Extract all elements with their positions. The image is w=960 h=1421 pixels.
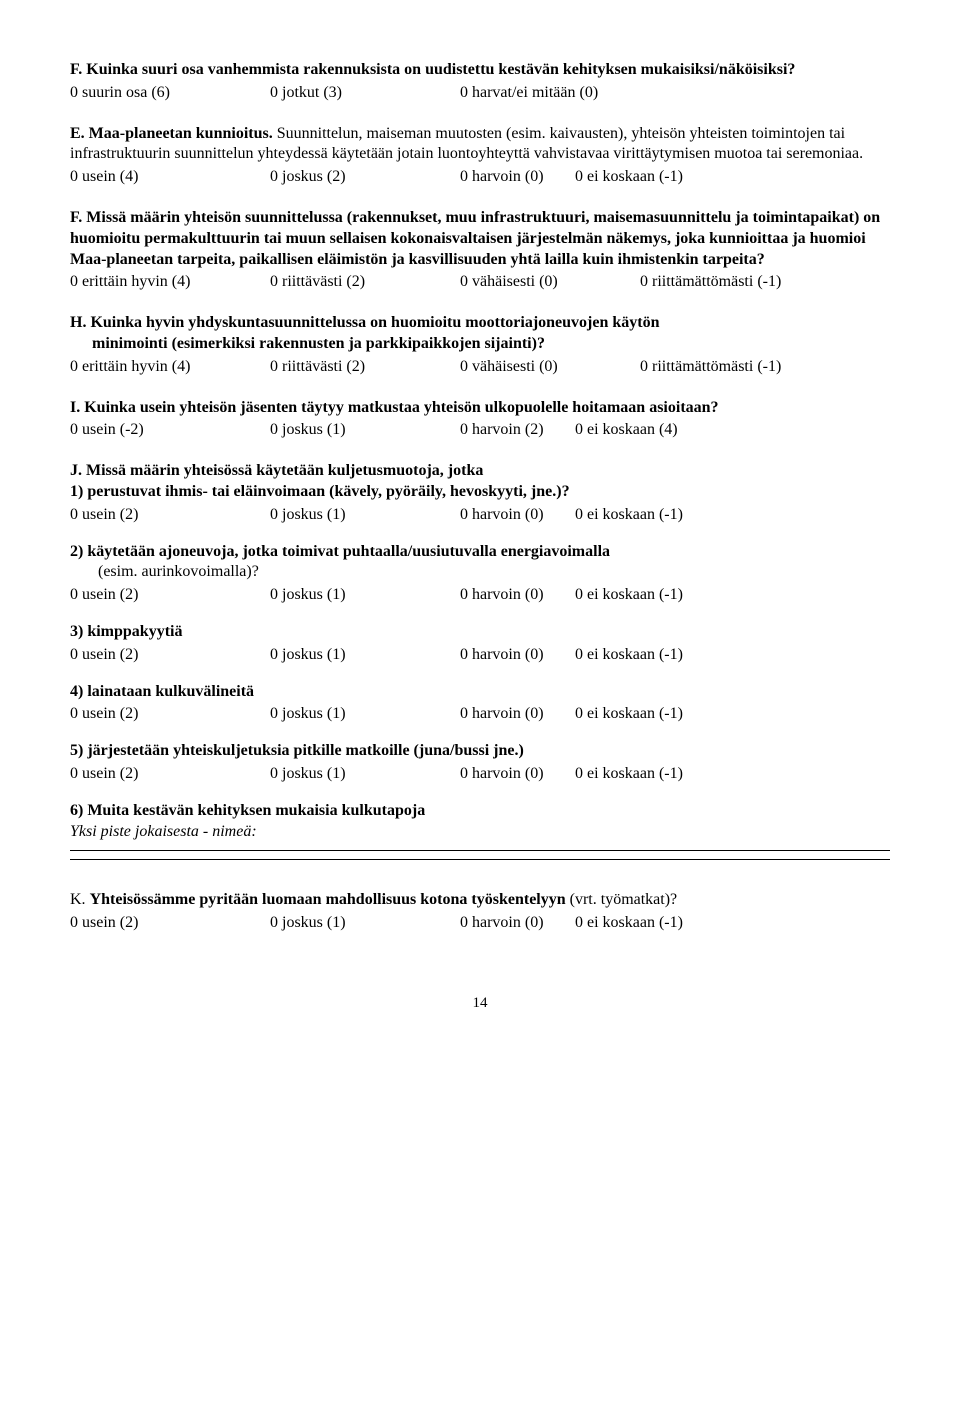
option: 0 harvoin (0): [460, 167, 575, 188]
option: 0 joskus (1): [270, 913, 460, 934]
question-i-text: I. Kuinka usein yhteisön jäsenten täytyy…: [70, 398, 890, 419]
question-j6-text: 6) Muita kestävän kehityksen mukaisia ku…: [70, 801, 890, 822]
option: 0 ei koskaan (-1): [575, 913, 683, 934]
option: 0 ei koskaan (-1): [575, 764, 683, 785]
question-j3-text: 3) kimppakyytiä: [70, 622, 890, 643]
question-h-options: 0 erittäin hyvin (4) 0 riittävästi (2) 0…: [70, 357, 890, 378]
option: 0 usein (2): [70, 913, 270, 934]
question-j-text2: 1) perustuvat ihmis- tai eläinvoimaan (k…: [70, 482, 890, 503]
page-number: 14: [70, 994, 890, 1014]
question-j-options: 0 usein (2) 0 joskus (1) 0 harvoin (0) 0…: [70, 505, 890, 526]
question-k-text: K. Yhteisössämme pyritään luomaan mahdol…: [70, 890, 890, 911]
question-j3: 3) kimppakyytiä 0 usein (2) 0 joskus (1)…: [70, 622, 890, 666]
question-e-options: 0 usein (4) 0 joskus (2) 0 harvoin (0) 0…: [70, 167, 890, 188]
question-k-bold: Yhteisössämme pyritään luomaan mahdollis…: [90, 891, 566, 908]
option: 0 ei koskaan (-1): [575, 645, 683, 666]
question-k: K. Yhteisössämme pyritään luomaan mahdol…: [70, 890, 890, 934]
fill-line: [70, 859, 890, 860]
option: 0 harvoin (0): [460, 704, 575, 725]
question-i-options: 0 usein (-2) 0 joskus (1) 0 harvoin (2) …: [70, 420, 890, 441]
option: 0 jotkut (3): [270, 83, 460, 104]
question-j-text1: J. Missä määrin yhteisössä käytetään kul…: [70, 461, 890, 482]
question-j6-note: Yksi piste jokaisesta - nimeä:: [70, 822, 890, 843]
question-j5: 5) järjestetään yhteiskuljetuksia pitkil…: [70, 741, 890, 785]
question-j5-options: 0 usein (2) 0 joskus (1) 0 harvoin (0) 0…: [70, 764, 890, 785]
option: 0 riittävästi (2): [270, 357, 460, 378]
question-j2-text2: (esim. aurinkovoimalla)?: [70, 562, 890, 583]
question-f2: F. Missä määrin yhteisön suunnittelussa …: [70, 208, 890, 293]
question-f2-text: F. Missä määrin yhteisön suunnittelussa …: [70, 208, 890, 270]
question-f: F. Kuinka suuri osa vanhemmista rakennuk…: [70, 60, 890, 104]
option: 0 harvoin (0): [460, 585, 575, 606]
question-h-text: H. Kuinka hyvin yhdyskuntasuunnittelussa…: [70, 313, 890, 355]
option: 0 joskus (1): [270, 764, 460, 785]
question-i: I. Kuinka usein yhteisön jäsenten täytyy…: [70, 398, 890, 442]
option: 0 usein (2): [70, 764, 270, 785]
fill-line: [70, 850, 890, 851]
question-h: H. Kuinka hyvin yhdyskuntasuunnittelussa…: [70, 313, 890, 377]
option: 0 riittämättömästi (-1): [640, 272, 781, 293]
option: 0 harvoin (0): [460, 505, 575, 526]
option: 0 vähäisesti (0): [460, 357, 640, 378]
option: 0 usein (2): [70, 505, 270, 526]
question-f-text: F. Kuinka suuri osa vanhemmista rakennuk…: [70, 60, 890, 81]
option: 0 ei koskaan (-1): [575, 585, 683, 606]
option: 0 usein (2): [70, 704, 270, 725]
question-j6: 6) Muita kestävän kehityksen mukaisia ku…: [70, 801, 890, 861]
option: 0 ei koskaan (-1): [575, 704, 683, 725]
option: 0 ei koskaan (-1): [575, 505, 683, 526]
question-j2-text1: 2) käytetään ajoneuvoja, jotka toimivat …: [70, 542, 890, 563]
question-k-options: 0 usein (2) 0 joskus (1) 0 harvoin (0) 0…: [70, 913, 890, 934]
question-j: J. Missä määrin yhteisössä käytetään kul…: [70, 461, 890, 525]
option: 0 usein (4): [70, 167, 270, 188]
option: 0 usein (-2): [70, 420, 270, 441]
question-k-suffix: (vrt. työmatkat)?: [566, 891, 678, 908]
question-e-text: E. Maa-planeetan kunnioitus. Suunnittelu…: [70, 124, 890, 166]
question-j2-options: 0 usein (2) 0 joskus (1) 0 harvoin (0) 0…: [70, 585, 890, 606]
option: 0 vähäisesti (0): [460, 272, 640, 293]
option: 0 harvat/ei mitään (0): [460, 83, 598, 104]
question-f-options: 0 suurin osa (6) 0 jotkut (3) 0 harvat/e…: [70, 83, 890, 104]
option: 0 usein (2): [70, 585, 270, 606]
option: 0 joskus (1): [270, 704, 460, 725]
question-j4-text: 4) lainataan kulkuvälineitä: [70, 682, 890, 703]
option: 0 erittäin hyvin (4): [70, 357, 270, 378]
option: 0 harvoin (0): [460, 645, 575, 666]
question-j5-text: 5) järjestetään yhteiskuljetuksia pitkil…: [70, 741, 890, 762]
question-j4-options: 0 usein (2) 0 joskus (1) 0 harvoin (0) 0…: [70, 704, 890, 725]
option: 0 harvoin (0): [460, 913, 575, 934]
option: 0 joskus (1): [270, 645, 460, 666]
question-j2: 2) käytetään ajoneuvoja, jotka toimivat …: [70, 542, 890, 606]
question-k-prefix: K.: [70, 891, 90, 908]
option: 0 suurin osa (6): [70, 83, 270, 104]
option: 0 ei koskaan (-1): [575, 167, 683, 188]
option: 0 ei koskaan (4): [575, 420, 678, 441]
option: 0 riittämättömästi (-1): [640, 357, 781, 378]
question-f2-options: 0 erittäin hyvin (4) 0 riittävästi (2) 0…: [70, 272, 890, 293]
question-j4: 4) lainataan kulkuvälineitä 0 usein (2) …: [70, 682, 890, 726]
question-j3-options: 0 usein (2) 0 joskus (1) 0 harvoin (0) 0…: [70, 645, 890, 666]
question-e-title: E. Maa-planeetan kunnioitus.: [70, 125, 277, 142]
option: 0 erittäin hyvin (4): [70, 272, 270, 293]
option: 0 harvoin (0): [460, 764, 575, 785]
option: 0 joskus (1): [270, 420, 460, 441]
option: 0 usein (2): [70, 645, 270, 666]
option: 0 joskus (2): [270, 167, 460, 188]
option: 0 joskus (1): [270, 585, 460, 606]
question-e: E. Maa-planeetan kunnioitus. Suunnittelu…: [70, 124, 890, 188]
option: 0 harvoin (2): [460, 420, 575, 441]
option: 0 riittävästi (2): [270, 272, 460, 293]
option: 0 joskus (1): [270, 505, 460, 526]
